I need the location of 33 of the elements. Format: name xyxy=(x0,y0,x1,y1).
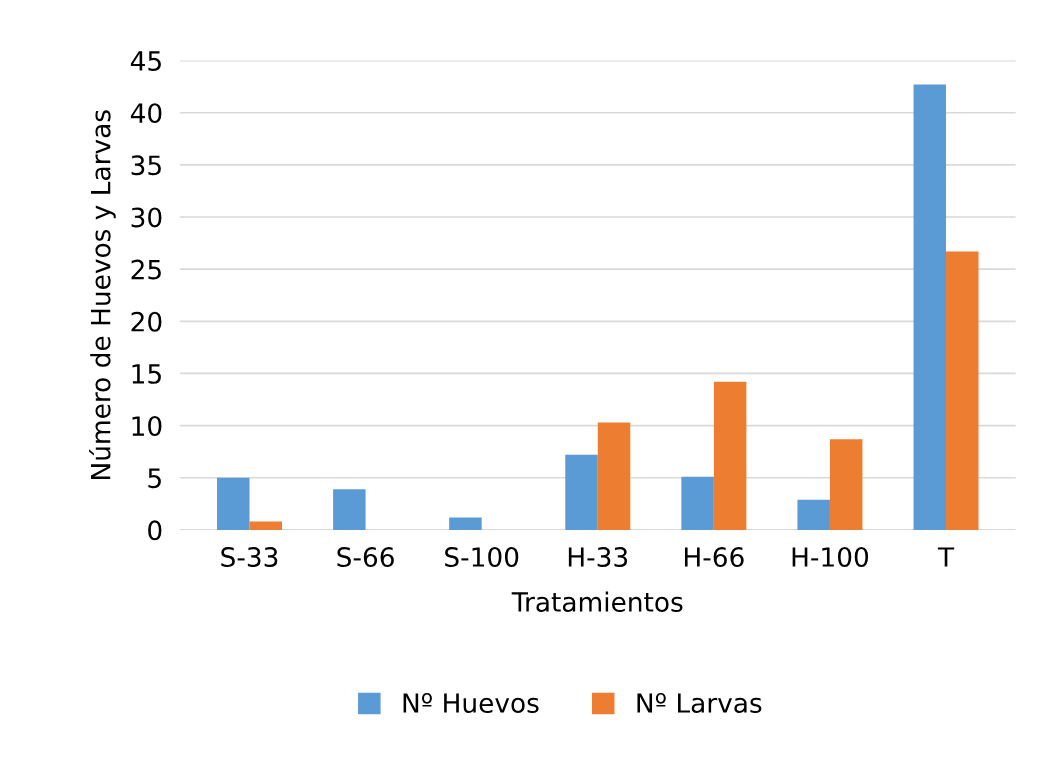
y-tick-label: 10 xyxy=(132,416,162,436)
bar xyxy=(449,517,482,530)
legend-label: Nº Larvas xyxy=(637,693,762,713)
x-tick-label: T xyxy=(937,547,955,567)
y-tick-label: 45 xyxy=(130,51,161,71)
x-tick-label: S-33 xyxy=(221,547,278,567)
bar xyxy=(217,477,250,530)
x-tick-label: S-66 xyxy=(337,547,394,567)
legend-label: Nº Huevos xyxy=(403,693,539,713)
y-tick-label: 30 xyxy=(131,207,162,228)
y-tick-label: 35 xyxy=(131,155,161,176)
y-tick-label: 40 xyxy=(130,103,162,124)
y-tick-label: 25 xyxy=(131,259,161,280)
bar xyxy=(249,521,283,530)
bar xyxy=(946,251,979,530)
x-tick-label: H-33 xyxy=(568,547,628,567)
y-tick-label: 20 xyxy=(131,311,162,332)
bar xyxy=(797,499,830,530)
y-tick-label: 0 xyxy=(148,520,162,541)
x-axis-title: Tratamientos xyxy=(511,591,683,612)
x-tick-label: H-66 xyxy=(684,547,744,567)
y-axis-title: Número de Huevos y Larvas xyxy=(89,110,116,479)
bar xyxy=(829,439,863,530)
x-tick-label: H-100 xyxy=(792,547,869,567)
bar xyxy=(565,454,598,530)
bar xyxy=(681,476,714,530)
bar xyxy=(597,422,631,530)
bar xyxy=(713,381,747,530)
y-tick-label: 5 xyxy=(148,468,161,489)
bar xyxy=(913,84,947,530)
bar xyxy=(333,489,366,530)
y-tick-label: 15 xyxy=(132,364,161,384)
x-tick-label: S-100 xyxy=(445,547,519,567)
